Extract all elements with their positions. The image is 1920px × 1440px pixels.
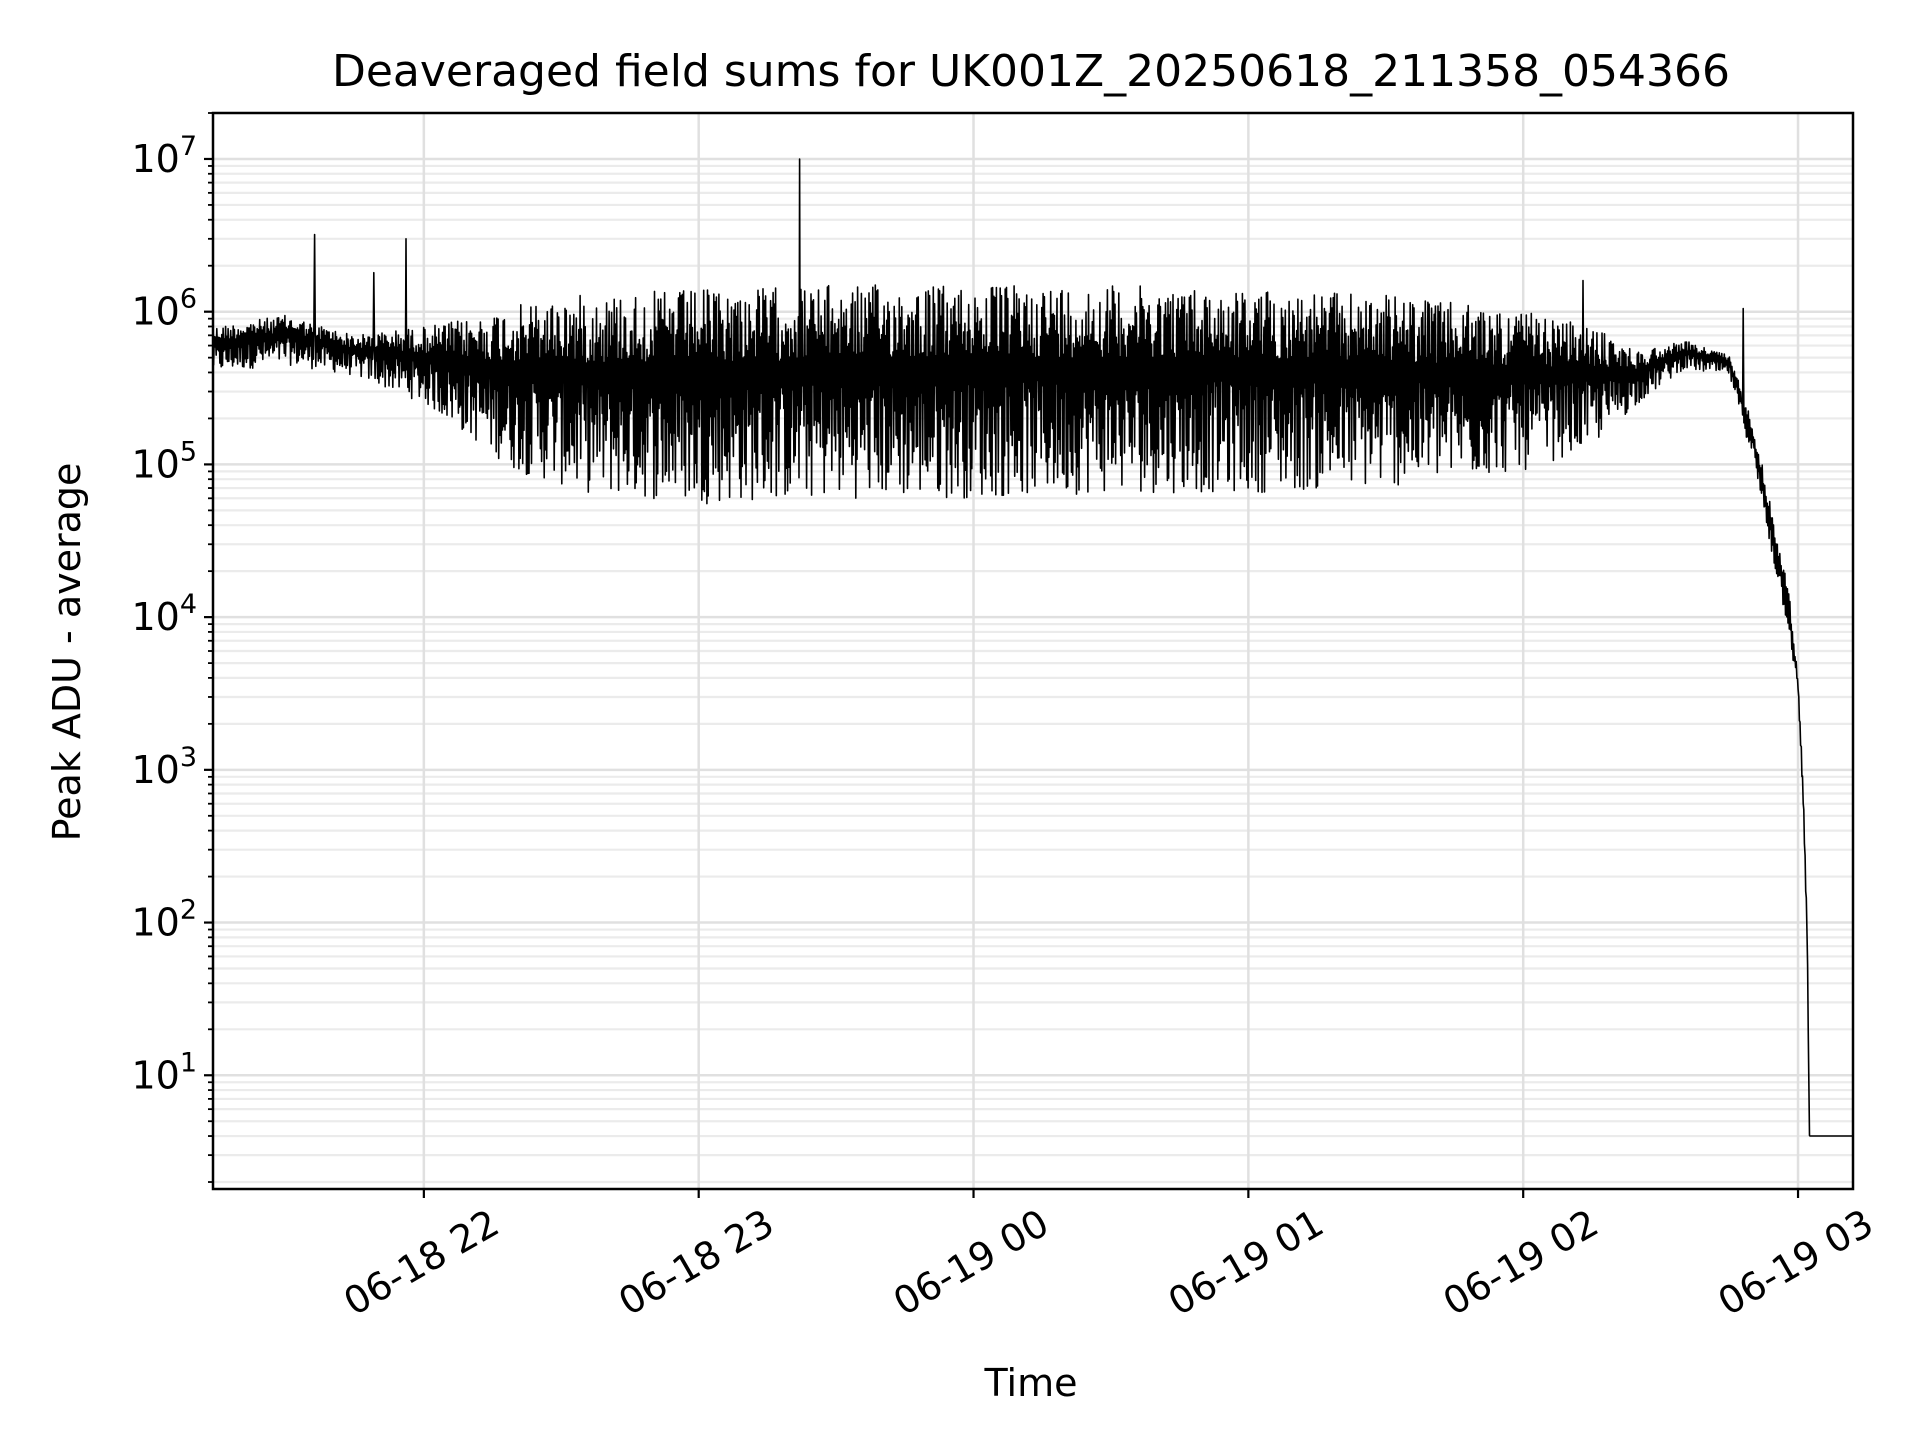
- y-tick-label: 106: [131, 284, 197, 334]
- y-axis-label: Peak ADU - average: [45, 463, 89, 842]
- gridlines: [213, 111, 1853, 1189]
- series-layer: [212, 158, 1854, 1137]
- y-tick-label: 107: [131, 131, 197, 181]
- chart-title: Deaveraged field sums for UK001Z_2025061…: [332, 46, 1730, 97]
- y-axis: 101 102 103 104 105 106 107: [131, 112, 213, 1183]
- y-tick-label: 101: [131, 1047, 197, 1097]
- y-tick-label: 103: [131, 742, 197, 792]
- series-line: [212, 158, 1854, 1137]
- y-tick-label: 102: [131, 895, 197, 945]
- y-tick-label: 104: [131, 589, 197, 639]
- x-axis-label: Time: [984, 1361, 1078, 1405]
- y-tick-label: 105: [131, 436, 197, 486]
